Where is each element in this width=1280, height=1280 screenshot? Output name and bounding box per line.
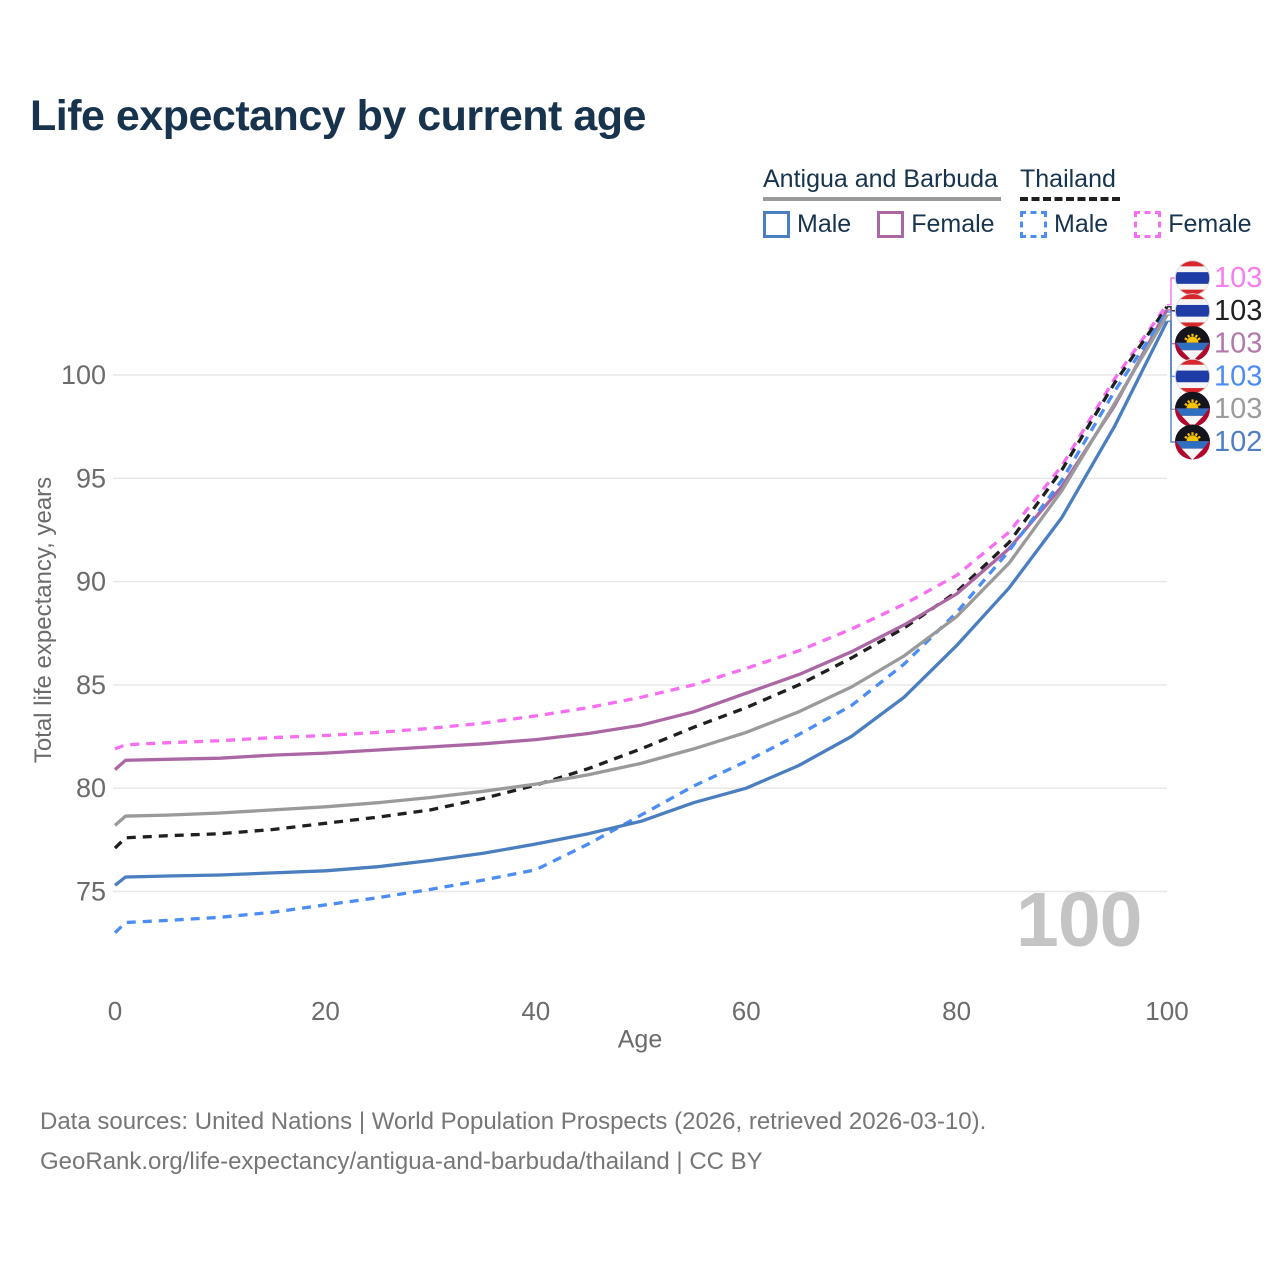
series-line-thailand-both-sexes [113, 305, 1169, 850]
legend-country-antigua-and-barbuda[interactable]: Antigua and Barbuda [763, 165, 998, 193]
legend-underline-antigua [763, 197, 1001, 201]
legend-label-antigua-male[interactable]: Male [797, 210, 852, 238]
y-tick-90: 90 [76, 567, 106, 597]
flag-icon-antigua-and-barbuda [1175, 391, 1210, 427]
legend-swatch-thailand-male[interactable] [1020, 211, 1047, 238]
x-axis-title: Age [617, 1025, 663, 1054]
data-sources-text: Data sources: United Nations | World Pop… [40, 1108, 987, 1135]
flag-icon-thailand [1175, 293, 1211, 329]
legend-country-thailand[interactable]: Thailand [1020, 165, 1116, 193]
page-title: Life expectancy by current age [30, 92, 646, 140]
y-tick-85: 85 [76, 670, 106, 700]
legend-group-antigua-and-barbuda: Antigua and Barbuda Male Female [763, 165, 1001, 239]
x-tick-0: 0 [108, 996, 122, 1026]
legend-label-antigua-female[interactable]: Female [911, 210, 995, 238]
x-tick-40: 40 [521, 996, 550, 1026]
end-label-thailand-female: 103 [1214, 262, 1262, 294]
flag-icon-thailand [1175, 358, 1211, 394]
end-label-antigua-and-barbuda-both-sexes: 103 [1214, 393, 1262, 425]
end-label-thailand-male: 103 [1214, 360, 1262, 392]
x-tick-60: 60 [732, 996, 761, 1026]
legend-label-thailand-female[interactable]: Female [1168, 210, 1252, 238]
leader-line-thailand-female [1167, 277, 1175, 306]
attribution-text: GeoRank.org/life-expectancy/antigua-and-… [40, 1148, 763, 1175]
x-tick-80: 80 [942, 996, 971, 1026]
legend-swatch-antigua-female[interactable] [877, 211, 905, 238]
end-label-thailand-both-sexes: 103 [1214, 295, 1262, 327]
end-label-antigua-and-barbuda-female: 103 [1214, 328, 1262, 360]
x-tick-20: 20 [311, 996, 340, 1026]
end-label-antigua-and-barbuda-male: 102 [1214, 426, 1262, 458]
legend-group-thailand: Thailand Male Female [1020, 165, 1252, 239]
y-tick-80: 80 [76, 773, 106, 803]
series-line-antigua-and-barbuda-both-sexes [113, 314, 1169, 827]
flag-icon-antigua-and-barbuda [1175, 424, 1210, 460]
flag-icon-thailand [1175, 260, 1211, 296]
y-tick-100: 100 [61, 360, 106, 390]
leader-line-thailand-both-sexes [1167, 306, 1175, 312]
leader-line-antigua-and-barbuda-male [1167, 320, 1175, 443]
series-line-thailand-female [114, 303, 1169, 751]
y-tick-75: 75 [76, 877, 106, 907]
y-axis-title: Total life expectancy, years [30, 476, 57, 764]
y-tick-95: 95 [76, 463, 106, 493]
series-line-antigua-and-barbuda-male [113, 320, 1169, 887]
legend-swatch-antigua-male[interactable] [763, 211, 790, 238]
x-tick-100: 100 [1145, 996, 1188, 1026]
series-line-antigua-and-barbuda-female [113, 309, 1169, 771]
legend-label-thailand-male[interactable]: Male [1054, 210, 1109, 238]
legend-swatch-thailand-female[interactable] [1134, 211, 1162, 238]
age-watermark: 100 [1016, 877, 1142, 963]
legend-underline-thailand [1020, 197, 1120, 201]
flag-icon-antigua-and-barbuda [1175, 326, 1210, 362]
series-line-thailand-male [113, 311, 1169, 934]
